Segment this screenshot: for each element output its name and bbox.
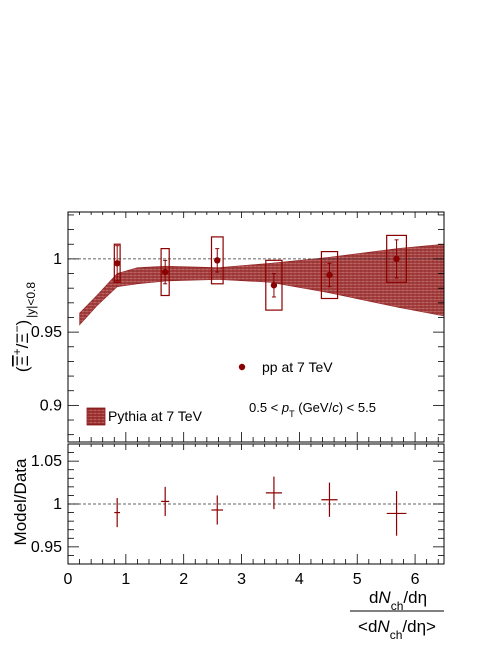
ylabel-close: ) <box>13 320 32 326</box>
ylabel-num: Ξ <box>13 355 32 366</box>
ylabel-den-sup: − <box>10 326 24 333</box>
legend-band-swatch <box>86 407 106 426</box>
data-points <box>113 234 408 311</box>
data-point <box>214 257 221 264</box>
ylabel-den: Ξ <box>13 333 32 344</box>
ylabel-sub: |y|<0.8 <box>24 282 38 318</box>
ylabel-num-sup: + <box>10 348 24 355</box>
y-tick-label: 0.95 <box>31 539 62 556</box>
top-y-axis: 0.9 0.95 1 <box>31 214 444 436</box>
pt-range-annotation: 0.5 < pT (GeV/c) < 5.5 <box>249 400 376 419</box>
data-point <box>326 271 333 279</box>
ylabel-slash: / <box>13 343 32 348</box>
x-axis-label-denominator: <dNch/dη> <box>358 617 436 642</box>
x-tick-label: 0 <box>64 571 73 588</box>
bottom-y-axis: 0.95 1 1.05 <box>31 443 444 565</box>
ratio-points <box>114 476 407 536</box>
legend-data-marker <box>238 363 246 371</box>
pythia-band <box>79 243 444 326</box>
syst-error-box <box>320 251 339 300</box>
top-x-ticks <box>67 212 439 442</box>
x-tick-label: 2 <box>179 571 188 588</box>
data-point <box>270 282 278 289</box>
top-panel: 0.90.951 (Ξ+/Ξ−)|y|<0.8 pp at 7 TeV Pyth… <box>10 211 445 443</box>
data-point <box>393 255 400 263</box>
x-tick-label: 6 <box>411 571 420 588</box>
bottom-panel: 0.95 1 1.05 0 1 2 3 4 5 6 Model/Data dNch/dη <dN… <box>11 443 445 642</box>
y-tick-label: 1 <box>53 251 62 268</box>
ylabel-open: ( <box>13 366 32 372</box>
bottom-x-axis: 0 1 2 3 4 5 6 <box>64 444 439 588</box>
data-point <box>161 268 169 276</box>
x-axis-label-numerator: dNch/dη <box>369 588 427 613</box>
syst-error-box <box>265 259 283 311</box>
x-tick-label: 5 <box>353 571 362 588</box>
legend-data-label: pp at 7 TeV <box>262 359 333 375</box>
bottom-y-axis-label: Model/Data <box>11 458 30 545</box>
x-tick-label: 3 <box>237 571 246 588</box>
pythia-band-area <box>79 243 444 326</box>
syst-error-box <box>160 248 170 297</box>
syst-error-box <box>386 234 408 283</box>
syst-error-box <box>210 236 224 285</box>
top-frame <box>67 211 445 443</box>
y-tick-label: 0.9 <box>40 397 62 414</box>
y-tick-label: 1 <box>53 496 62 513</box>
x-tick-label: 4 <box>295 571 304 588</box>
legend-band-label: Pythia at 7 TeV <box>108 408 203 424</box>
y-tick-label: 1.05 <box>31 453 62 470</box>
y-tick-label: 0.95 <box>31 324 62 341</box>
x-tick-label: 1 <box>121 571 130 588</box>
data-point <box>113 260 121 267</box>
x-axis-label: dNch/dη <dNch/dη> <box>350 588 444 642</box>
top-y-axis-label: (Ξ+/Ξ−)|y|<0.8 <box>10 282 38 372</box>
